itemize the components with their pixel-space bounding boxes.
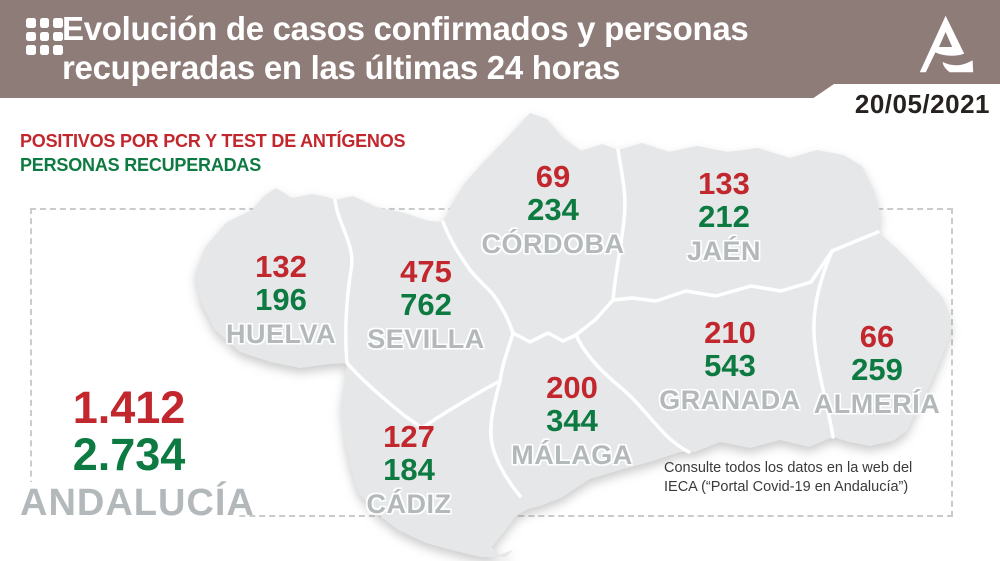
cadiz-positives: 127 — [383, 419, 435, 454]
province-almeria: 66 259 ALMERÍA — [787, 320, 967, 419]
province-jaen: 133 212 JAÉN — [634, 167, 814, 266]
huelva-label: HUELVA — [226, 319, 336, 349]
region-label: ANDALUCÍA — [20, 482, 255, 525]
malaga-label: MÁLAGA — [511, 440, 633, 470]
legend-recovered: PERSONAS RECUPERADAS — [20, 155, 262, 175]
region-totals: 1.412 2.734 ANDALUCÍA — [20, 382, 255, 525]
page-title: Evolución de casos confirmados y persona… — [62, 9, 749, 87]
almeria-positives: 66 — [859, 319, 895, 354]
date-badge: 20/05/2021 — [854, 89, 990, 119]
huelva-recovered: 196 — [255, 282, 307, 317]
almeria-recovered: 259 — [851, 352, 903, 387]
total-recovered: 2.734 — [72, 429, 186, 480]
cordoba-recovered: 234 — [527, 192, 579, 227]
header-band: Evolución de casos confirmados y persona… — [0, 0, 1000, 98]
cadiz-recovered: 184 — [383, 452, 435, 487]
page-title-line2: recuperadas en las últimas 24 horas — [62, 49, 621, 86]
jaen-label: JAÉN — [686, 236, 762, 266]
province-sevilla: 475 762 SEVILLA — [336, 255, 516, 354]
junta-de-andalucia-logo-icon — [919, 15, 974, 73]
granada-recovered: 543 — [704, 348, 756, 383]
legend: POSITIVOS POR PCR Y TEST DE ANTÍGENOS PE… — [20, 129, 406, 177]
granada-positives: 210 — [704, 315, 756, 350]
jaen-positives: 133 — [698, 166, 750, 201]
huelva-positives: 132 — [255, 249, 307, 284]
malaga-positives: 200 — [546, 370, 598, 405]
malaga-recovered: 344 — [546, 403, 598, 438]
province-cordoba: 69 234 CÓRDOBA — [463, 160, 643, 259]
source-note-line1: Consulte todos los datos en la web del — [664, 460, 913, 476]
grid-icon — [26, 18, 63, 55]
cadiz-label: CÁDIZ — [366, 489, 452, 519]
jaen-recovered: 212 — [698, 199, 750, 234]
cordoba-positives: 69 — [535, 159, 571, 194]
province-cadiz: 127 184 CÁDIZ — [319, 420, 499, 519]
date-notch — [812, 84, 1000, 99]
page-title-line1: Evolución de casos confirmados y persona… — [62, 10, 749, 47]
sevilla-positives: 475 — [400, 254, 452, 289]
province-huelva: 132 196 HUELVA — [191, 250, 371, 349]
total-positives: 1.412 — [72, 382, 186, 433]
province-malaga: 200 344 MÁLAGA — [482, 371, 662, 470]
cordoba-label: CÓRDOBA — [481, 229, 625, 259]
source-note: Consulte todos los datos en la web del I… — [664, 459, 912, 496]
province-borders — [333, 148, 880, 498]
granada-label: GRANADA — [659, 385, 801, 415]
sevilla-label: SEVILLA — [367, 324, 485, 354]
almeria-label: ALMERÍA — [813, 389, 941, 419]
province-granada: 210 543 GRANADA — [640, 316, 820, 415]
sevilla-recovered: 762 — [400, 287, 452, 322]
source-note-line2: IECA (“Portal Covid-19 en Andalucía”) — [664, 478, 909, 495]
legend-positives: POSITIVOS POR PCR Y TEST DE ANTÍGENOS — [20, 131, 406, 151]
